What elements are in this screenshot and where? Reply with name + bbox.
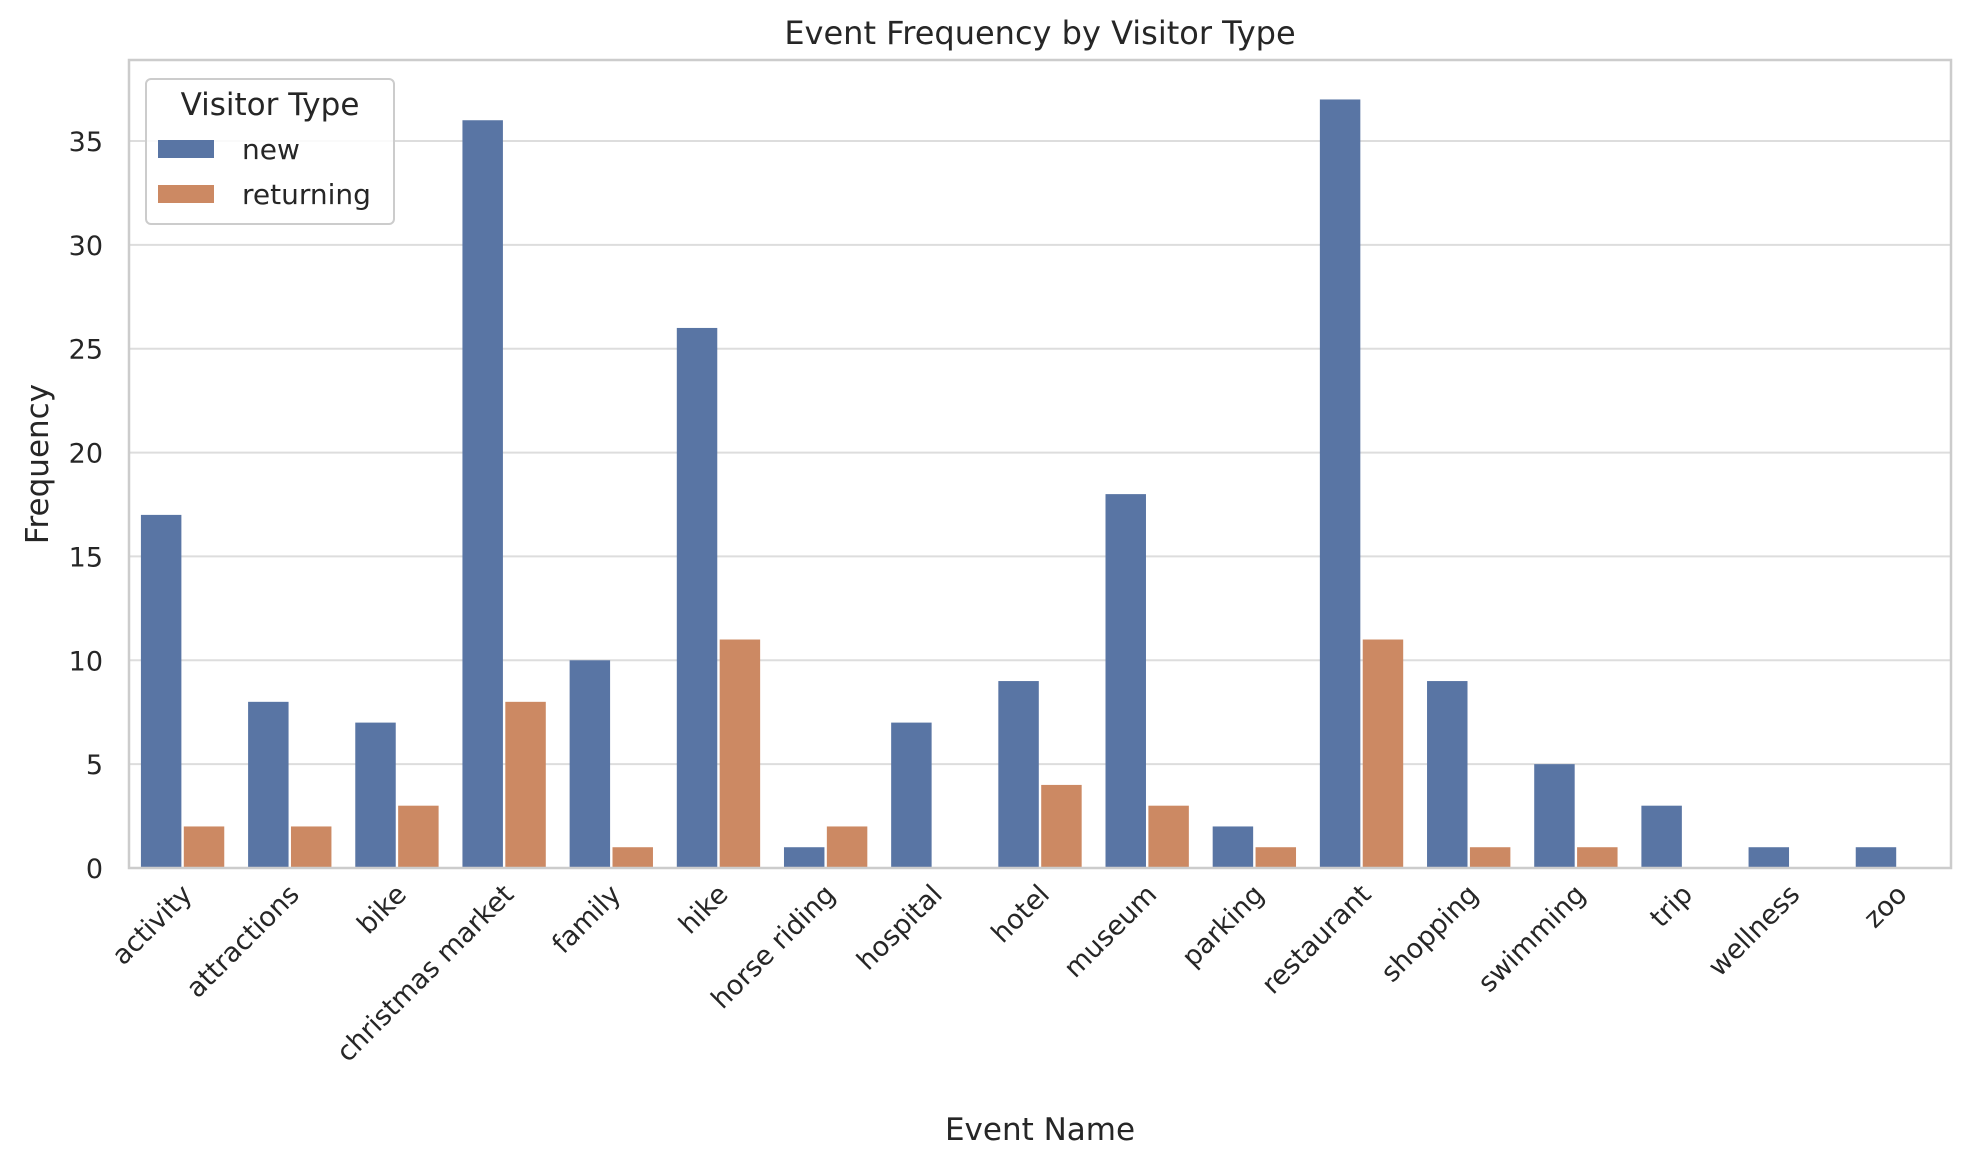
y-tick-label: 15 — [69, 542, 103, 573]
gridlines — [129, 140, 1951, 869]
bar-new-family — [569, 660, 611, 868]
x-tick-label: family — [546, 879, 627, 960]
bar-new-horse-riding — [783, 847, 825, 868]
bar-new-zoo — [1855, 847, 1897, 868]
x-tick-label: christmas market — [331, 879, 520, 1068]
x-tick-label: trip — [1644, 879, 1699, 934]
bar-returning-christmas-market — [505, 701, 546, 868]
bar-new-trip — [1641, 805, 1682, 868]
bar-new-restaurant — [1319, 99, 1361, 869]
bar-new-parking — [1212, 826, 1254, 868]
bar-returning-family — [612, 847, 653, 868]
legend-swatch-new — [158, 140, 214, 158]
bar-new-christmas-market — [462, 120, 503, 868]
y-tick-labels: 0 5 10 15 20 25 30 35 — [69, 127, 103, 885]
y-axis-title: Frequency — [20, 384, 56, 544]
x-tick-label: parking — [1176, 879, 1270, 973]
y-tick-label: 35 — [69, 127, 103, 158]
bar-new-hospital — [891, 722, 932, 868]
y-tick-label: 5 — [86, 750, 103, 781]
bar-returning-swimming — [1577, 847, 1618, 868]
bar-returning-hotel — [1041, 784, 1082, 868]
y-tick-label: 25 — [69, 335, 103, 366]
bar-returning-horse-riding — [826, 826, 868, 868]
bar-new-museum — [1105, 494, 1146, 868]
y-tick-label: 0 — [86, 854, 103, 885]
bar-new-shopping — [1427, 681, 1468, 868]
bar-returning-parking — [1255, 847, 1297, 868]
x-tick-label: restaurant — [1256, 879, 1377, 1000]
bar-returning-shopping — [1469, 847, 1511, 868]
x-tick-label: activity — [106, 879, 198, 971]
x-tick-label: bike — [351, 879, 412, 940]
plot-border — [127, 58, 1953, 870]
bar-new-hotel — [998, 681, 1039, 868]
bar-new-activity — [140, 514, 182, 868]
x-axis-title: Event Name — [945, 1112, 1135, 1148]
plot-frame — [127, 58, 1953, 870]
bar-returning-bike — [398, 805, 439, 868]
x-tick-label: museum — [1058, 879, 1163, 984]
chart-title: Event Frequency by Visitor Type — [784, 14, 1295, 52]
legend-label-new: new — [242, 133, 300, 166]
legend-label-returning: returning — [242, 178, 371, 211]
bar-returning-restaurant — [1362, 639, 1404, 868]
y-tick-label: 30 — [69, 231, 103, 262]
legend-title: Visitor Type — [181, 87, 360, 123]
x-tick-label: zoo — [1858, 879, 1913, 934]
legend-swatch-returning — [158, 185, 214, 203]
bar-new-wellness — [1748, 847, 1790, 868]
y-tick-label: 10 — [69, 646, 103, 677]
x-tick-label: attractions — [181, 879, 306, 1004]
bar-new-bike — [355, 722, 396, 868]
legend: Visitor Type new returning — [145, 78, 395, 225]
bar-returning-activity — [183, 826, 225, 868]
x-tick-label: hospital — [851, 879, 949, 977]
x-tick-label: swimming — [1472, 879, 1592, 999]
y-tick-label: 20 — [69, 439, 103, 470]
bar-new-swimming — [1534, 764, 1575, 868]
bar-new-attractions — [248, 701, 289, 868]
bar-new-hike — [676, 327, 718, 868]
x-tick-label: shopping — [1375, 879, 1484, 988]
bar-returning-hike — [719, 639, 761, 868]
x-tick-label: hike — [673, 879, 734, 940]
x-tick-label: wellness — [1703, 879, 1807, 983]
x-tick-label: hotel — [986, 879, 1056, 949]
bars — [140, 99, 1897, 869]
bar-returning-museum — [1148, 805, 1189, 868]
bar-returning-attractions — [290, 826, 332, 868]
